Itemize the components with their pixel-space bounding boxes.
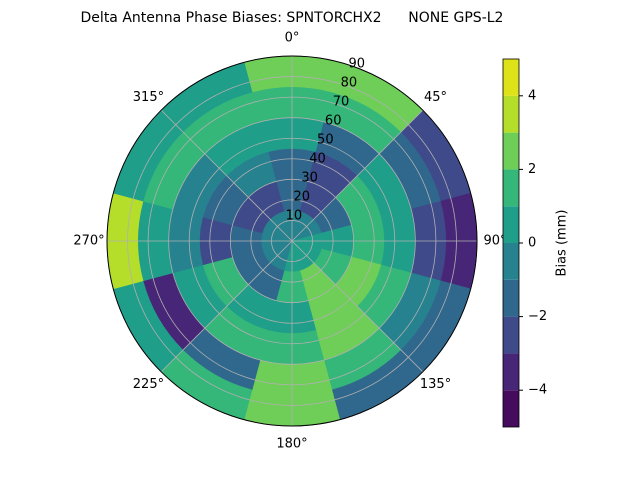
r-tick-label: 80 — [341, 76, 358, 91]
colorbar-segment — [503, 353, 519, 391]
chart-title: Delta Antenna Phase Biases: SPNTORCHX2 N… — [81, 10, 504, 26]
theta-tick-label: 225° — [133, 377, 164, 392]
colorbar-segment — [503, 390, 519, 427]
r-tick-label: 10 — [286, 209, 303, 224]
colorbar-segment — [503, 132, 519, 170]
colorbar-label: Bias (mm) — [555, 210, 570, 277]
theta-tick-label: 270° — [73, 234, 104, 249]
theta-tick-label: 135° — [420, 377, 451, 392]
theta-grid-line — [160, 240, 293, 373]
colorbar-tick-label: −2 — [528, 309, 547, 324]
colorbar-segment — [503, 243, 519, 280]
colorbar-tick-label: 0 — [528, 236, 536, 251]
r-tick-label: 20 — [293, 190, 310, 205]
colorbar-segment — [503, 279, 519, 317]
r-tick-label: 90 — [349, 57, 366, 72]
theta-tick-label: 315° — [133, 90, 164, 105]
r-tick-label: 40 — [309, 152, 326, 167]
polar-frame — [106, 55, 478, 427]
colorbar-segment — [503, 59, 519, 96]
colorbar-tick-label: 2 — [528, 162, 536, 177]
r-tick-label: 50 — [317, 133, 334, 148]
theta-tick-label: 45° — [424, 90, 447, 105]
colorbar-tick-label: −4 — [528, 383, 547, 398]
theta-tick-label: 180° — [276, 437, 307, 452]
r-tick-label: 60 — [325, 114, 342, 129]
colorbar-segment — [503, 169, 519, 207]
theta-tick-label: 0° — [285, 31, 300, 46]
theta-grid-line — [291, 109, 424, 242]
theta-grid-line — [291, 240, 424, 373]
theta-tick-label: 90° — [483, 234, 506, 249]
theta-grid-line — [160, 109, 293, 242]
colorbar-segment — [503, 316, 519, 354]
colorbar-segment — [503, 206, 519, 243]
colorbar-tick-label: 4 — [528, 88, 536, 103]
colorbar-segment — [503, 95, 519, 133]
r-tick-label: 70 — [333, 95, 350, 110]
r-tick-label: 30 — [301, 171, 318, 186]
